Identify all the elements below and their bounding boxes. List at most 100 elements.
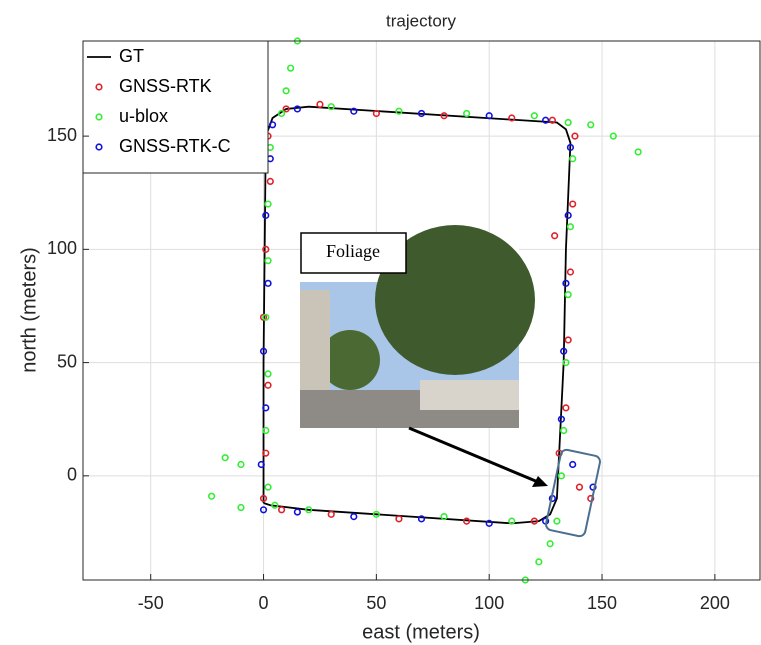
y-tick-label: 0 [67, 465, 77, 485]
photo-inset: Foliage [300, 225, 535, 428]
legend-marker [95, 143, 103, 151]
point [282, 87, 290, 95]
arrow [408, 426, 539, 484]
point [564, 211, 572, 219]
point [609, 132, 617, 140]
point [564, 336, 572, 344]
point [372, 109, 380, 118]
point [508, 517, 516, 525]
legend-marker [95, 113, 103, 121]
point [262, 211, 270, 219]
point [634, 148, 642, 156]
point [566, 143, 575, 152]
x-tick-label: 0 [259, 593, 269, 613]
point [553, 517, 561, 525]
photo-building [300, 290, 330, 400]
legend-label: GNSS-RTK-C [119, 136, 231, 156]
point [557, 472, 566, 480]
point [264, 483, 272, 491]
point [293, 508, 301, 516]
point [268, 121, 277, 129]
legend-label: GT [119, 46, 144, 66]
annotation-box [300, 232, 407, 274]
point [530, 112, 538, 120]
point [557, 415, 566, 423]
point [277, 109, 286, 118]
legend-label: u-blox [119, 106, 168, 126]
y-tick-label: 100 [47, 238, 77, 258]
point [264, 200, 272, 208]
legend: GT GNSS-RTK u-blox GNSS-RTK-C [82, 40, 269, 174]
point [535, 558, 543, 566]
point [485, 112, 493, 120]
point [569, 460, 577, 469]
point [282, 105, 290, 113]
point [327, 103, 335, 111]
point [440, 512, 448, 521]
point [587, 121, 595, 129]
point [463, 517, 471, 525]
point [542, 116, 550, 124]
point [569, 155, 577, 163]
point [264, 370, 272, 378]
point [221, 454, 229, 462]
point [551, 232, 559, 240]
point [237, 503, 245, 512]
point [293, 105, 301, 113]
point [566, 268, 575, 276]
point [350, 107, 358, 115]
legend-box [82, 40, 269, 174]
y-tick-label: 150 [47, 125, 77, 145]
point [372, 510, 380, 518]
point [237, 460, 245, 469]
point [560, 426, 568, 435]
marks [208, 37, 642, 584]
point [395, 107, 403, 115]
point [530, 517, 538, 525]
point [262, 426, 270, 435]
x-tick-label: 150 [587, 593, 617, 613]
point [562, 358, 570, 367]
legend-label: GNSS-RTK [119, 76, 212, 96]
point [417, 515, 426, 523]
point [264, 381, 272, 389]
photo-tree [320, 330, 380, 390]
point [271, 501, 279, 509]
point [259, 347, 268, 355]
annotation: Foliage [326, 241, 380, 261]
point [259, 506, 268, 514]
point [564, 291, 572, 299]
point [485, 519, 493, 527]
point [546, 540, 554, 548]
point [262, 245, 270, 253]
point [262, 313, 270, 321]
point [264, 279, 272, 287]
point [262, 404, 270, 412]
point [266, 177, 274, 186]
point [305, 506, 313, 514]
point [440, 112, 448, 120]
highlight-box [545, 448, 601, 538]
point [575, 483, 584, 491]
point [508, 114, 516, 122]
point [259, 494, 268, 503]
point [257, 460, 265, 469]
point [548, 116, 556, 124]
point [566, 223, 575, 231]
point [571, 132, 579, 140]
photo-wall [420, 380, 519, 410]
photo-tree [375, 225, 535, 375]
x-tick-label: -50 [138, 593, 164, 613]
point [264, 257, 272, 265]
point [589, 483, 597, 491]
legend-marker [95, 83, 103, 91]
point [560, 347, 568, 355]
point [463, 109, 471, 118]
point [417, 109, 426, 118]
point [350, 512, 358, 521]
point [262, 449, 270, 457]
point [569, 200, 577, 208]
chart-title: trajectory [386, 11, 456, 30]
x-tick-label: 200 [700, 593, 730, 613]
